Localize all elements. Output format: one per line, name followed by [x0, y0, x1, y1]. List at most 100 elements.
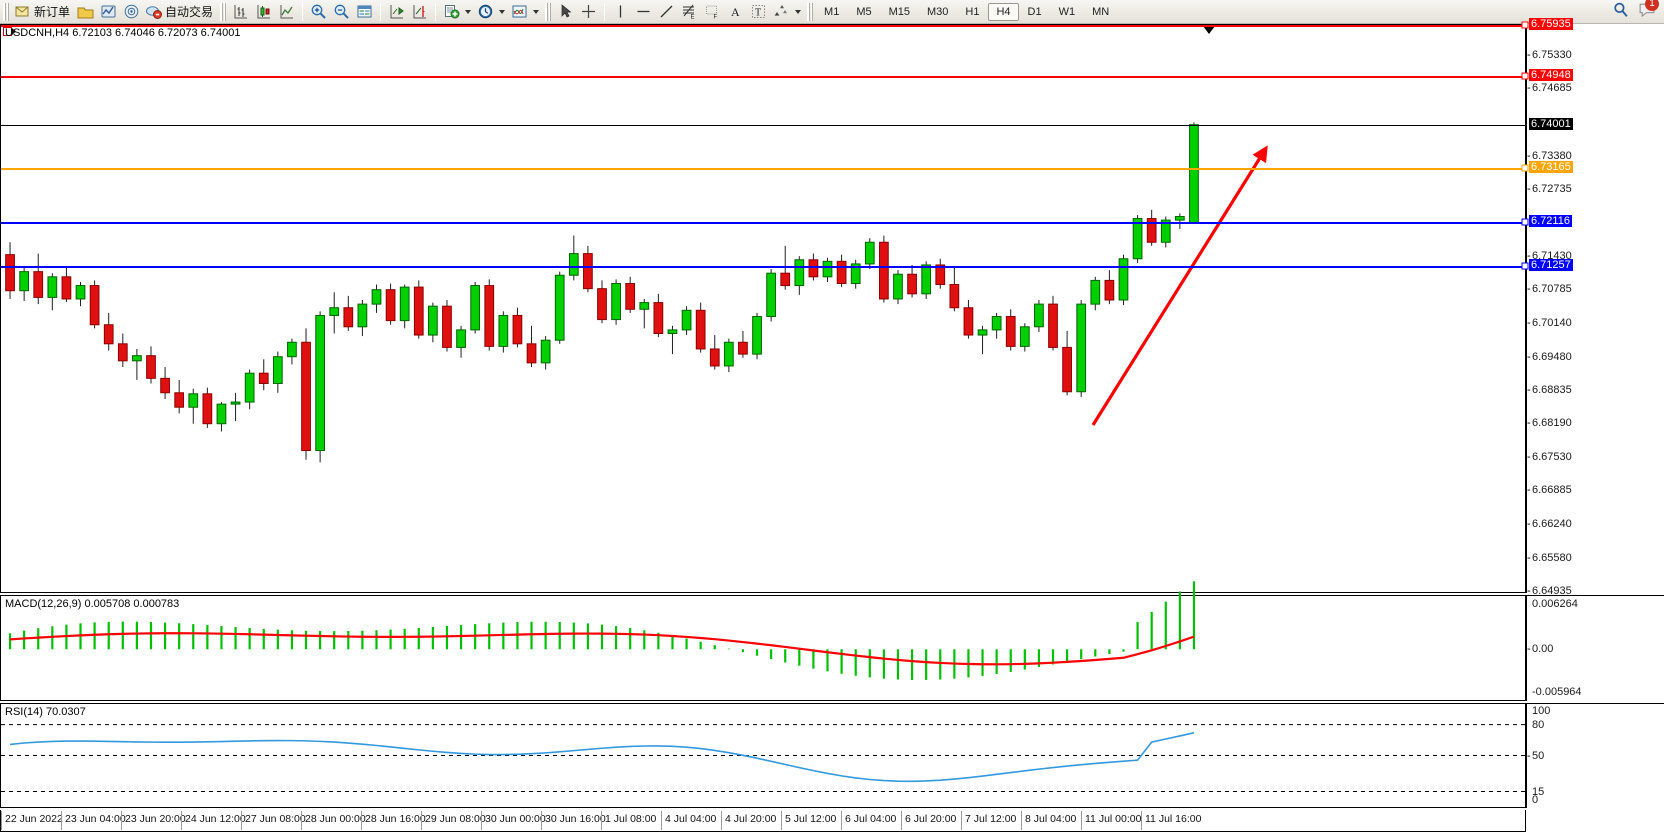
navigator-button[interactable] — [120, 1, 143, 23]
auto-scroll-button[interactable] — [408, 1, 431, 23]
horizontal-line-button[interactable] — [632, 1, 655, 23]
time-separator — [781, 811, 782, 830]
level-line-resistance-upper[interactable] — [1, 25, 1527, 27]
chart-scroll-marker-icon[interactable] — [1201, 25, 1217, 35]
text-label-icon: T — [752, 5, 766, 19]
fibonacci-button[interactable]: E — [678, 1, 701, 23]
timeframe-h1[interactable]: H1 — [965, 5, 980, 18]
bar-chart-icon — [234, 5, 248, 19]
data-window-button[interactable] — [353, 1, 376, 23]
toolbar-grip-4[interactable] — [807, 2, 814, 21]
time-tick-label: 11 Jul 00:00 — [1085, 813, 1142, 825]
level-handle-resistance-upper[interactable] — [1521, 21, 1529, 29]
time-tick-label: 6 Jul 20:00 — [905, 813, 957, 825]
level-line-current-price[interactable] — [1, 124, 1527, 126]
chevron-down-icon-2[interactable] — [499, 9, 506, 14]
price-tick: -6.70140 — [1527, 316, 1572, 329]
text-button[interactable]: A — [724, 1, 747, 23]
price-tick: -6.68835 — [1527, 383, 1572, 396]
time-tick-label: 24 Jun 12:00 — [185, 813, 246, 825]
toolbar-grip[interactable] — [3, 2, 9, 21]
timeframe-m15[interactable]: M15 — [888, 5, 910, 18]
timeframe-w1[interactable]: W1 — [1058, 5, 1076, 18]
timeframe-h4[interactable]: H4 — [988, 2, 1019, 21]
level-line-pivot-orange[interactable] — [1, 167, 1527, 170]
shapes-button[interactable] — [770, 1, 804, 23]
templates-button[interactable] — [508, 1, 542, 23]
auto-trading-button[interactable]: 自动交易 — [143, 1, 217, 23]
price-tag-resistance-lower: 6.74948 — [1529, 68, 1573, 81]
vertical-line-button[interactable] — [609, 1, 632, 23]
rsi-pane[interactable]: RSI(14) 70.0307 — [0, 703, 1526, 808]
trend-arrow-layer[interactable] — [1, 25, 1525, 592]
time-separator — [541, 811, 542, 830]
price-tag-current-price: 6.74001 — [1529, 117, 1573, 130]
messages-button[interactable]: 1 — [1638, 0, 1659, 22]
profiles-button[interactable] — [74, 1, 97, 23]
time-separator — [721, 811, 722, 830]
level-handle-support-lower[interactable] — [1521, 262, 1529, 270]
cursor-button[interactable] — [554, 1, 577, 23]
level-handle-resistance-lower[interactable] — [1521, 72, 1529, 80]
time-separator — [1, 811, 2, 830]
chart-title-marker-icon[interactable] — [3, 27, 17, 39]
price-tag-pivot-orange: 6.73165 — [1529, 160, 1573, 173]
macd-pane[interactable]: MACD(12,26,9) 0.005708 0.000783 — [0, 581, 1526, 701]
time-axis[interactable]: 22 Jun 2022 23 Jun 04:00 23 Jun 20:00 24 Ju… — [0, 810, 1526, 832]
level-handle-support-upper[interactable] — [1521, 218, 1529, 226]
templates-icon — [512, 5, 527, 18]
price-tag-support-upper: 6.72116 — [1529, 214, 1572, 227]
bar-chart-button[interactable] — [229, 1, 252, 23]
level-line-resistance-lower[interactable] — [1, 75, 1527, 78]
rsi-series — [1, 724, 1525, 793]
macd-axis[interactable]: 0.006264 -0.00 -0.005964 — [1526, 595, 1664, 701]
candlestick-series — [5, 122, 1199, 463]
new-order-button[interactable]: 新订单 — [12, 1, 74, 23]
time-separator — [1141, 811, 1142, 830]
price-tick: -6.70785 — [1527, 283, 1572, 296]
svg-text:F: F — [714, 15, 718, 21]
price-tick: -6.74685 — [1527, 82, 1572, 95]
horizontal-line-icon — [637, 10, 650, 13]
time-separator — [601, 811, 602, 830]
indicators-button[interactable] — [440, 1, 474, 23]
chevron-down-icon[interactable] — [465, 9, 472, 14]
line-chart-icon — [280, 5, 294, 19]
price-axis[interactable]: -6.75330 -6.74685 -6.73380 -6.72735 -6.71430… — [1526, 18, 1664, 597]
time-tick-label: 5 Jul 12:00 — [785, 813, 837, 825]
price-pane[interactable]: USDCNH,H4 6.72103 6.74046 6.72073 6.7400… — [0, 21, 1529, 593]
timeframe-mn[interactable]: MN — [1092, 5, 1110, 18]
candlestick-chart-button[interactable] — [252, 1, 275, 23]
level-handle-pivot-orange[interactable] — [1521, 164, 1529, 172]
timeframe-m30[interactable]: M30 — [927, 5, 949, 18]
timeframe-m5[interactable]: M5 — [856, 5, 872, 18]
search-button[interactable] — [1612, 1, 1630, 22]
price-tick: -6.73380 — [1527, 149, 1572, 162]
chart-shift-button[interactable] — [385, 1, 408, 23]
line-chart-button[interactable] — [275, 1, 298, 23]
new-order-icon — [15, 6, 29, 17]
rsi-axis[interactable]: 100 80 -50 15 0 — [1526, 703, 1664, 808]
bullish-trend-arrow[interactable] — [1091, 145, 1268, 426]
timeframe-m1[interactable]: M1 — [824, 5, 840, 18]
crosshair-icon — [582, 5, 596, 18]
chevron-down-icon-4[interactable] — [795, 9, 802, 14]
crosshair-button[interactable] — [577, 1, 600, 23]
trendline-button[interactable] — [655, 1, 678, 23]
toolbar-separator-3 — [435, 2, 437, 21]
toolbar-grip-3[interactable] — [545, 2, 552, 21]
chart-area[interactable]: USDCNH,H4 6.72103 6.74046 6.72073 6.7400… — [0, 18, 1664, 832]
level-line-support-upper[interactable] — [1, 221, 1527, 224]
zoom-out-button[interactable] — [330, 1, 353, 23]
period-button[interactable] — [474, 1, 508, 23]
zoom-in-button[interactable] — [307, 1, 330, 23]
rsi-tick: 80 — [1532, 718, 1545, 731]
toolbar-grip-2[interactable] — [220, 2, 227, 21]
equidistant-channel-button[interactable]: F — [701, 1, 724, 23]
chevron-down-icon-3[interactable] — [533, 9, 540, 14]
market-watch-button[interactable] — [97, 1, 120, 23]
time-separator — [901, 811, 902, 830]
timeframe-d1[interactable]: D1 — [1027, 5, 1042, 18]
text-label-button[interactable]: T — [747, 1, 770, 23]
level-line-support-lower[interactable] — [1, 266, 1527, 269]
